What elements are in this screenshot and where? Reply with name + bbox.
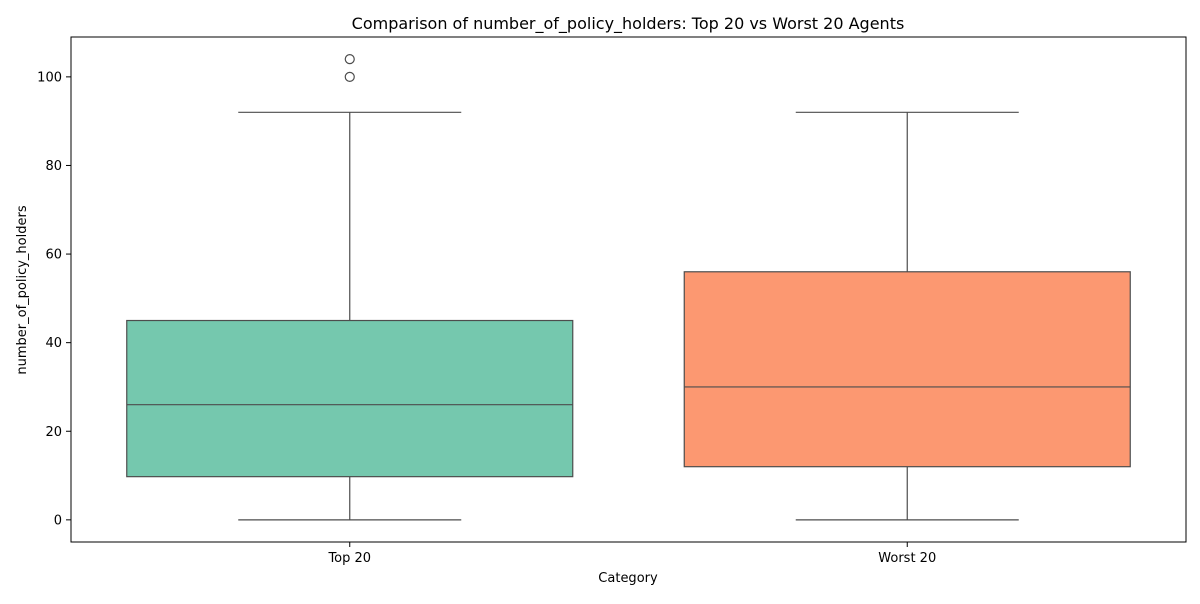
outlier-point-top-20 (344, 71, 355, 82)
x-tick-label: Top 20 (327, 551, 371, 566)
x-axis-label: Category (598, 571, 658, 586)
y-tick-label: 60 (45, 248, 62, 263)
y-tick-label: 80 (45, 159, 62, 174)
x-tick-label: Worst 20 (878, 551, 936, 566)
box-worst-20 (683, 271, 1131, 468)
plot-area: 0 20 40 60 80 100 Top 20 Worst 20 (37, 36, 1187, 566)
y-axis-label: number_of_policy_holders (15, 205, 30, 374)
y-tick-label: 0 (54, 513, 62, 528)
chart-title: Comparison of number_of_policy_holders: … (352, 14, 905, 34)
y-tick-label: 100 (37, 70, 62, 85)
y-tick-label: 20 (45, 425, 62, 440)
plot-frame (70, 36, 1187, 543)
box-top-20 (126, 319, 574, 478)
y-tick-label: 40 (45, 336, 62, 351)
outlier-point-top-20 (344, 54, 355, 65)
